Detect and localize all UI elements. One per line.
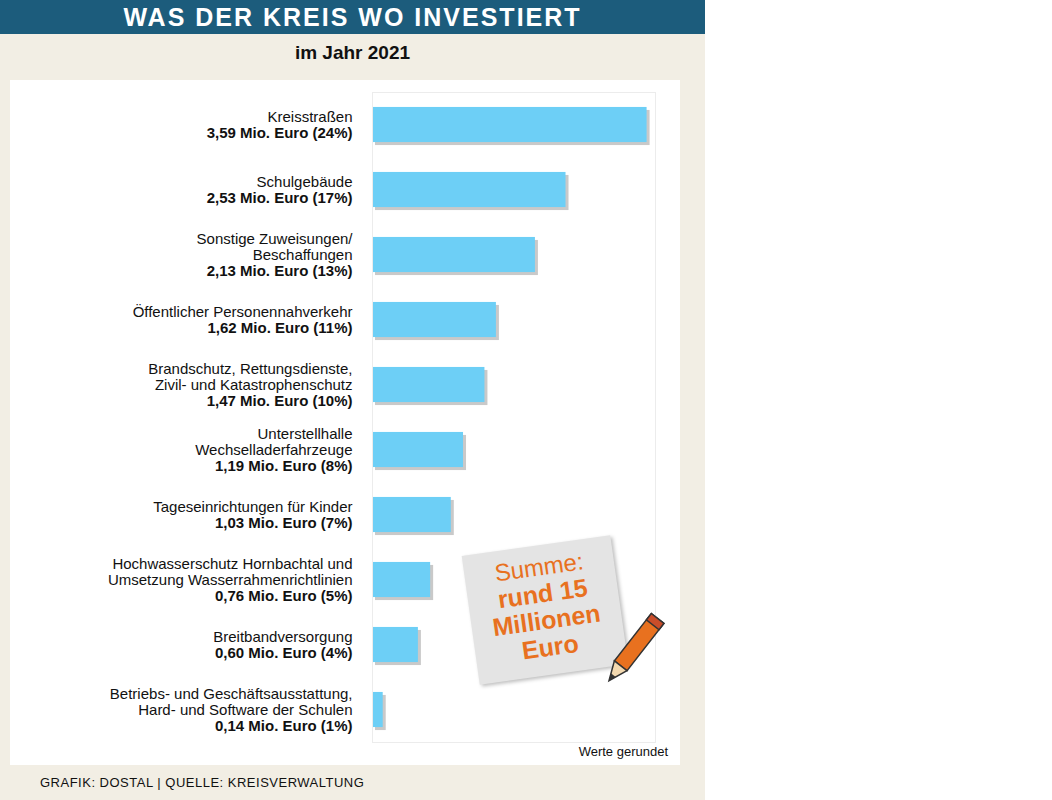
html-text:rund 15 Millionen Euro: rund 15 Millionen Euro	[490, 573, 602, 665]
svg-text:Tageseinrichtungen für Kinder: Tageseinrichtungen für Kinder	[153, 498, 352, 515]
svg-text:Betriebs- und Geschäftsausstat: Betriebs- und Geschäftsausstattung,	[110, 685, 353, 702]
html-text:Werte gerundet: Werte gerundet	[578, 744, 668, 759]
svg-text:Sonstige Zuweisungen/: Sonstige Zuweisungen/	[197, 230, 354, 247]
svg-text:Unterstellhalle: Unterstellhalle	[257, 425, 352, 442]
svg-text:Hard- und Software der Schulen: Hard- und Software der Schulen	[138, 701, 352, 718]
svg-text:1,62 Mio. Euro (11%): 1,62 Mio. Euro (11%)	[207, 319, 352, 336]
svg-text:1,19 Mio. Euro (8%): 1,19 Mio. Euro (8%)	[215, 457, 353, 474]
html-text:WAS DER KREIS WO INVESTIERT: WAS DER KREIS WO INVESTIERT	[123, 3, 582, 31]
html-text:im Jahr 2021: im Jahr 2021	[294, 42, 411, 63]
svg-text:2,13 Mio. Euro (13%): 2,13 Mio. Euro (13%)	[207, 262, 353, 279]
svg-text:0,76 Mio. Euro (5%): 0,76 Mio. Euro (5%)	[215, 587, 353, 604]
svg-text:1,03 Mio. Euro (7%): 1,03 Mio. Euro (7%)	[215, 514, 353, 531]
svg-text:Hochwasserschutz Hornbachtal u: Hochwasserschutz Hornbachtal und	[112, 555, 352, 572]
svg-text:Zivil- und Katastrophenschutz: Zivil- und Katastrophenschutz	[155, 376, 353, 393]
svg-text:0,14 Mio. Euro (1%): 0,14 Mio. Euro (1%)	[215, 717, 353, 734]
svg-text:3,59 Mio. Euro (24%): 3,59 Mio. Euro (24%)	[207, 124, 353, 141]
svg-text:Schulgebäude: Schulgebäude	[257, 173, 353, 190]
svg-text:0,60 Mio. Euro (4%): 0,60 Mio. Euro (4%)	[215, 644, 353, 661]
svg-text:Beschaffungen: Beschaffungen	[253, 246, 353, 263]
svg-text:Wechselladerfahrzeuge: Wechselladerfahrzeuge	[195, 441, 352, 458]
svg-text:Öffentlicher Personennahverkeh: Öffentlicher Personennahverkehr	[133, 303, 353, 320]
svg-text:Kreisstraßen: Kreisstraßen	[267, 108, 352, 125]
svg-text:Umsetzung Wasserrahmenrichtlin: Umsetzung Wasserrahmenrichtlinien	[108, 571, 353, 588]
svg-text:2,53 Mio. Euro (17%): 2,53 Mio. Euro (17%)	[207, 189, 353, 206]
html-text:Summe:: Summe:	[492, 547, 586, 587]
svg-text:1,47 Mio. Euro (10%): 1,47 Mio. Euro (10%)	[207, 392, 353, 409]
svg-text:Brandschutz, Rettungsdienste,: Brandschutz, Rettungsdienste,	[148, 360, 352, 377]
html-text:GRAFIK: DOSTAL | QUELLE: KREIS: GRAFIK: DOSTAL | QUELLE: KREISVERWALTUNG	[40, 775, 365, 790]
svg-text:Breitbandversorgung: Breitbandversorgung	[213, 628, 352, 645]
